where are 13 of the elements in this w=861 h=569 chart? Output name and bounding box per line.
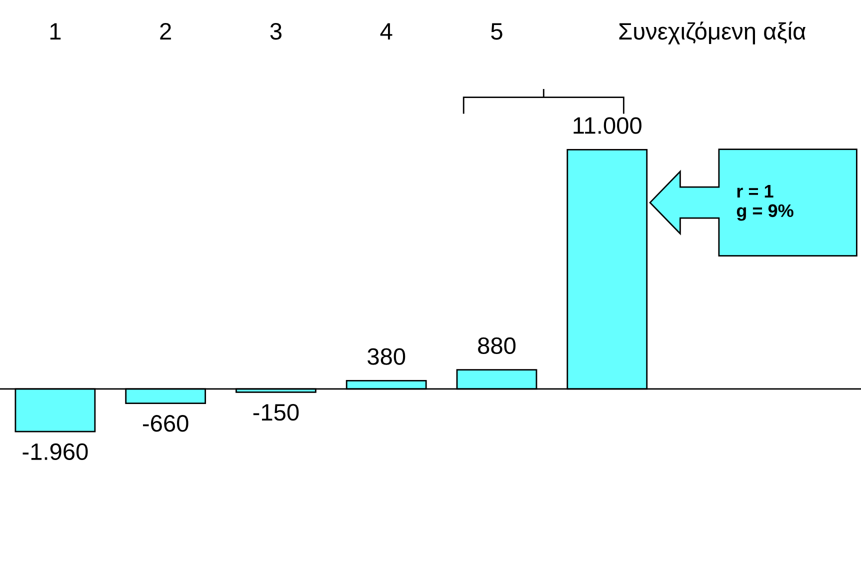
data-label: -150 [253, 404, 299, 421]
data-label: -660 [143, 415, 188, 432]
x-tick-label: Συνεχιζόμενη αξία [619, 22, 806, 44]
data-label: 880 [478, 337, 516, 354]
x-tick-label: 5 [491, 23, 502, 40]
x-tick-label: 3 [270, 22, 282, 40]
annotation: r = 1 g = 9% [736, 185, 794, 221]
data-label: -1.960 [22, 443, 88, 460]
x-tick-label: 1 [50, 23, 61, 40]
x-tick-label: 4 [380, 23, 392, 40]
data-label: 11.000 [574, 117, 642, 134]
x-tick-label: 2 [160, 22, 171, 40]
data-label: 380 [368, 348, 406, 365]
